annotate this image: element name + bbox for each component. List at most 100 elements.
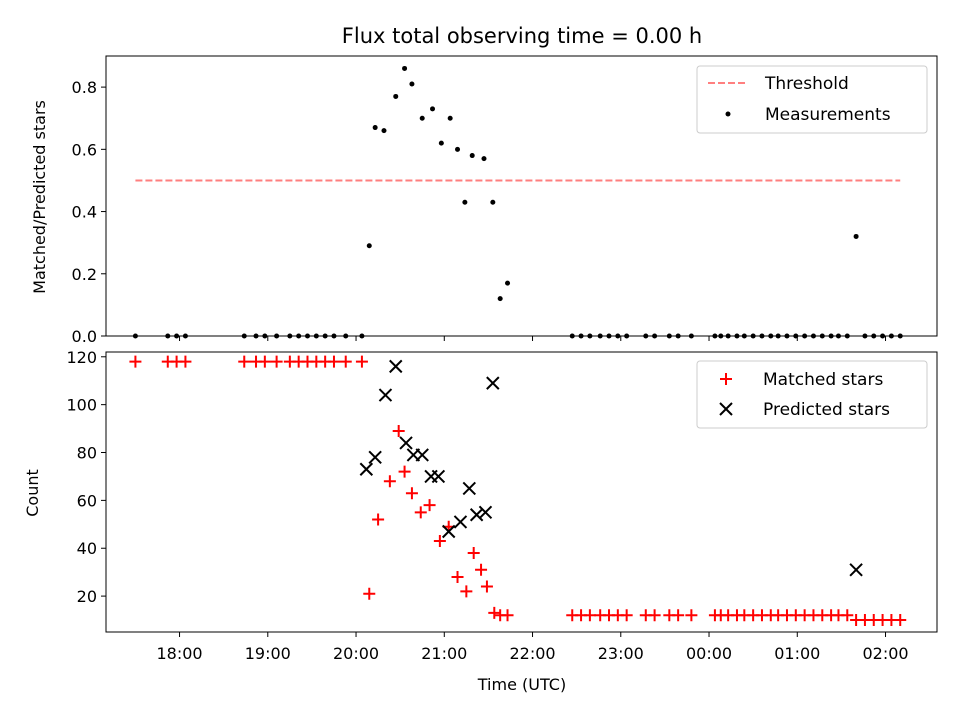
matched-star-point	[423, 499, 436, 512]
count-x-tick-label: 21:00	[421, 644, 467, 663]
measurement-point	[331, 333, 337, 339]
measurement-point	[274, 333, 280, 339]
measurement-point	[862, 333, 868, 339]
matched-star-point	[583, 609, 596, 622]
legend-predicted-label: Predicted stars	[763, 400, 890, 420]
legend-measurements-swatch	[725, 111, 731, 117]
ratio-legend-frame	[696, 65, 928, 134]
matched-star-point	[383, 475, 396, 488]
measurement-point	[253, 333, 259, 339]
matched-star-point	[372, 513, 385, 526]
measurement-point	[768, 333, 774, 339]
measurement-point	[666, 333, 672, 339]
measurement-point	[343, 333, 349, 339]
ratio-y-tick-label: 0.0	[72, 327, 97, 346]
measurement-point	[490, 199, 496, 205]
measurement-point	[455, 146, 461, 152]
measurement-point	[438, 140, 444, 146]
count-y-axis-label: Count	[23, 469, 42, 517]
matched-star-point	[270, 355, 283, 368]
matched-star-point	[894, 614, 907, 627]
measurement-point	[643, 333, 649, 339]
measurement-point	[372, 125, 378, 131]
predicted-star-point	[849, 563, 863, 577]
chart-title: Flux total observing time = 0.00 h	[342, 24, 702, 48]
measurement-point	[597, 333, 603, 339]
ratio-y-axis-label: Matched/Predicted stars	[30, 100, 49, 294]
matched-star-point	[398, 465, 411, 478]
measurement-point	[366, 243, 372, 249]
measurement-point	[652, 333, 658, 339]
measurement-point	[287, 333, 293, 339]
count-y-tick-label: 80	[77, 444, 97, 463]
matched-star-point	[327, 355, 340, 368]
measurement-point	[775, 333, 781, 339]
measurement-point	[853, 233, 859, 239]
ratio-y-tick-label: 0.6	[72, 140, 97, 159]
ratio-y-tick-label: 0.4	[72, 203, 97, 222]
ratio-frame	[105, 55, 938, 337]
count-y-tick-label: 60	[77, 491, 97, 510]
predicted-star-point	[415, 448, 429, 462]
measurement-point	[587, 333, 593, 339]
measurement-point	[469, 153, 475, 159]
count-x-tick-label: 23:00	[598, 644, 644, 663]
measurement-point	[624, 333, 630, 339]
legend-matched-swatch	[720, 373, 732, 385]
measurement-point	[578, 333, 584, 339]
measurement-point	[430, 106, 436, 112]
predicted-star-point	[453, 515, 468, 529]
measurement-point	[835, 333, 841, 339]
measurement-point	[810, 333, 816, 339]
x-axis-label: Time (UTC)	[477, 675, 566, 694]
measurement-point	[132, 333, 138, 339]
measurement-point	[481, 156, 487, 162]
ratio-legend: Threshold Measurements	[696, 65, 928, 134]
count-x-tick-label: 01:00	[774, 644, 820, 663]
predicted-star-point	[389, 359, 403, 374]
predicted-star-point	[431, 469, 446, 484]
measurement-point	[497, 296, 503, 302]
matched-star-point	[488, 606, 501, 619]
predicted-star-point	[368, 450, 382, 465]
predicted-star-point	[478, 505, 493, 520]
matched-star-point	[179, 355, 192, 368]
count-y-tick-label: 40	[77, 539, 97, 558]
matched-star-point	[392, 424, 405, 437]
measurement-point	[359, 333, 365, 339]
count-x-tick-label: 02:00	[862, 644, 908, 663]
matched-star-point	[451, 570, 464, 583]
measurement-point	[718, 333, 724, 339]
matched-star-point	[129, 355, 142, 368]
matched-star-point	[339, 355, 352, 368]
predicted-star-point	[378, 388, 393, 402]
matched-star-point	[480, 580, 493, 593]
measurement-point	[819, 333, 825, 339]
measurement-point	[802, 333, 808, 339]
measurement-point	[880, 333, 886, 339]
measurement-point	[419, 115, 425, 121]
matched-star-point	[460, 585, 473, 598]
measurement-point	[784, 333, 790, 339]
matched-star-point	[405, 487, 418, 500]
measurement-point	[793, 333, 799, 339]
matched-star-point	[620, 609, 633, 622]
measurement-point	[505, 280, 511, 286]
measurement-point	[241, 333, 247, 339]
measurement-point	[615, 333, 621, 339]
matched-star-point	[433, 535, 446, 548]
measurement-point	[688, 333, 694, 339]
legend-threshold-label: Threshold	[764, 74, 849, 94]
matched-star-point	[238, 355, 251, 368]
measurement-point	[304, 333, 310, 339]
measurement-point	[897, 333, 903, 339]
legend-matched-label: Matched stars	[763, 370, 883, 390]
predicted-star-point	[462, 481, 476, 496]
measurement-point	[322, 333, 328, 339]
matched-star-point	[363, 587, 376, 600]
ratio-y-tick-label: 0.2	[72, 265, 97, 284]
measurement-point	[712, 333, 718, 339]
measurement-point	[606, 333, 612, 339]
matched-star-point	[258, 355, 271, 368]
